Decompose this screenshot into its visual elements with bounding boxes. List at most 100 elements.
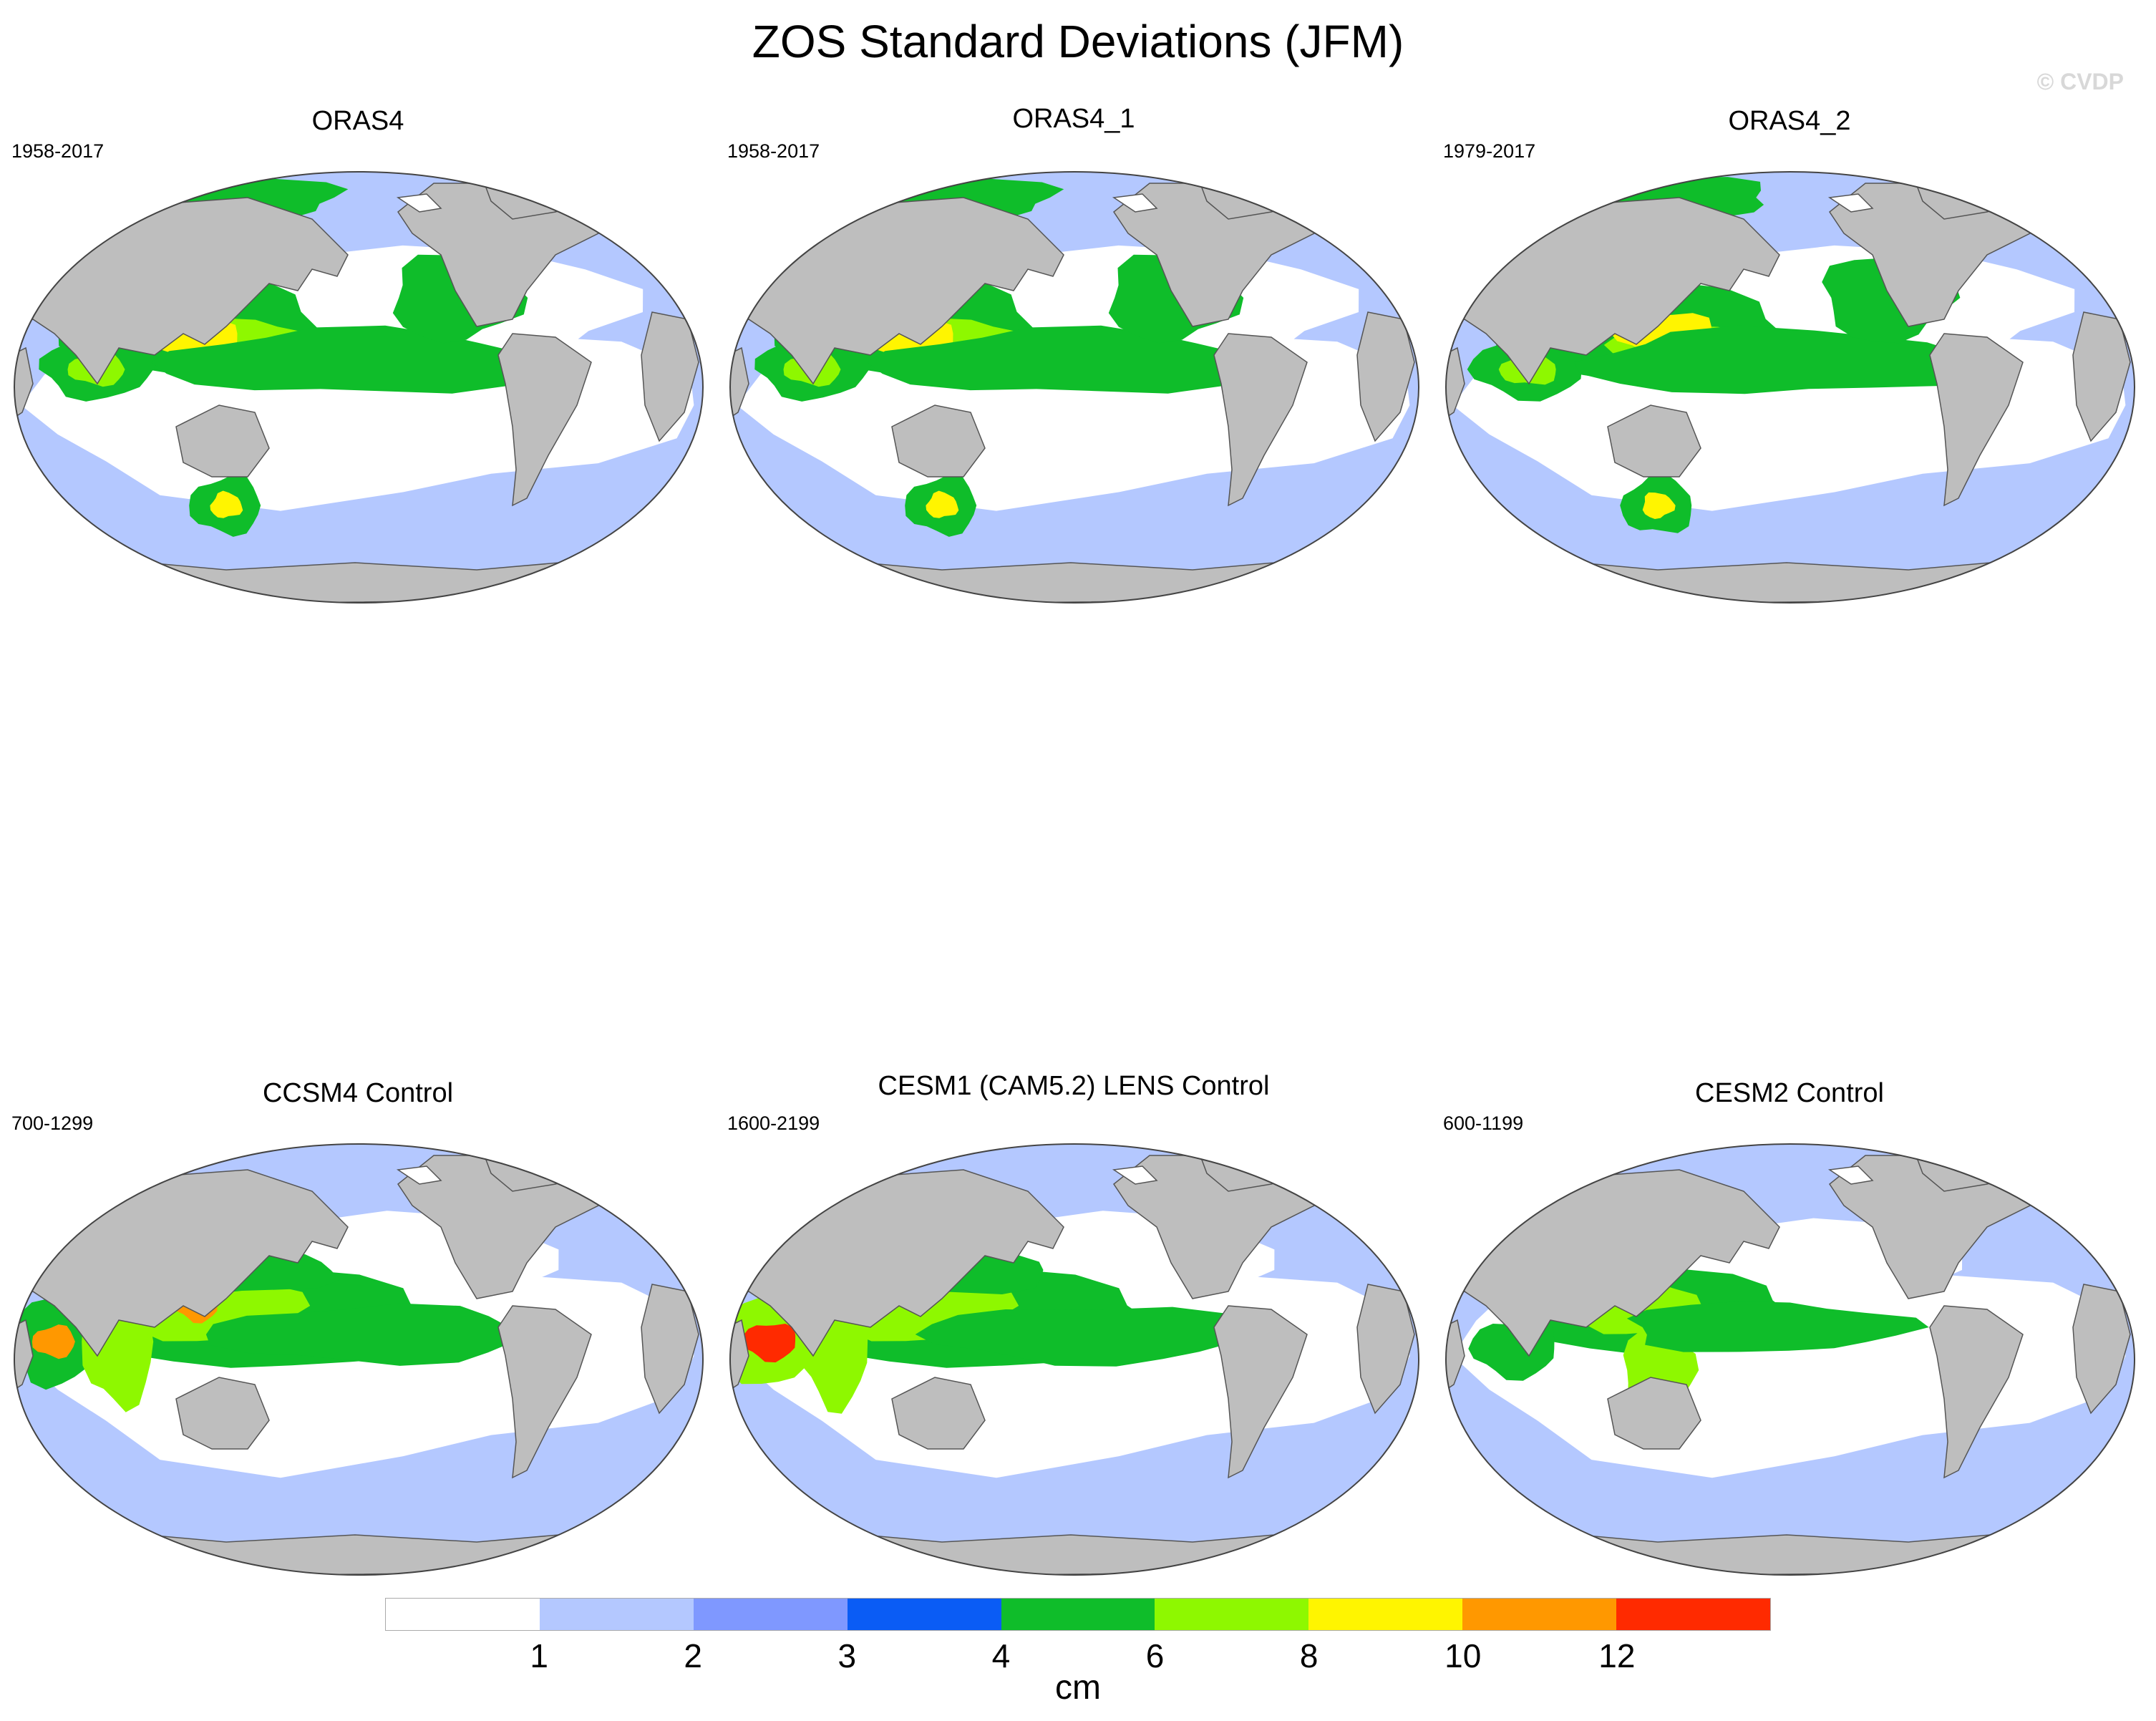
panel-title: ORAS4: [311, 106, 404, 136]
land-greenland-ice: [1112, 193, 1158, 213]
map-robinson-projection: [1445, 1143, 2135, 1576]
ssh-anomaly-contour: [915, 1306, 1231, 1367]
land-southam: [1929, 1305, 2024, 1479]
colorbar-bin: [1001, 1599, 1155, 1630]
land-greenland-ice: [396, 193, 442, 213]
colorbar-tick-label: 4: [991, 1637, 1011, 1674]
land-southam: [497, 333, 592, 507]
ssh-anomaly-contour: [596, 192, 656, 231]
ssh-anomaly-contour: [2031, 191, 2089, 228]
colorbar-bin: [1155, 1599, 1309, 1630]
map-panel: ORAS4 1958-2017: [0, 105, 716, 606]
ssh-anomaly-contour: [926, 490, 959, 518]
land-australia: [175, 1377, 270, 1450]
map-boundary: [1445, 1143, 2135, 1576]
land-southam: [1213, 1305, 1308, 1479]
ssh-anomaly-contour: [205, 1303, 521, 1366]
map-boundary: [1445, 171, 2135, 603]
panel-period: 1600-2199: [727, 1112, 820, 1134]
land-africa-w: [14, 346, 34, 421]
land-africa-w: [730, 346, 749, 421]
panel-period: 1958-2017: [727, 140, 820, 162]
panel-period: 600-1199: [1443, 1112, 1524, 1134]
colorbar-bin: [1462, 1599, 1617, 1630]
colorbar: [385, 1598, 1771, 1631]
land-greenland-ice: [1827, 1165, 1874, 1185]
colorbar-tick-label: 2: [684, 1637, 703, 1674]
colorbar-tick-label: 1: [530, 1637, 548, 1674]
map-boundary: [14, 171, 704, 603]
land-australia: [891, 1377, 986, 1450]
land-australia: [1607, 1377, 1701, 1450]
ssh-anomaly-contour: [741, 1324, 796, 1363]
map-robinson-projection: [14, 171, 704, 603]
map-container: [727, 1141, 1422, 1581]
ssh-anomaly-contour: [1626, 1301, 1929, 1352]
land-australia: [1607, 404, 1701, 477]
colorbar-bin: [1616, 1599, 1771, 1630]
ssh-anomaly-contour: [1311, 192, 1371, 231]
panel-period: 700-1299: [11, 1112, 94, 1134]
colorbar-bin: [1308, 1599, 1463, 1630]
land-australia: [175, 404, 270, 477]
land-africa-w: [1446, 1319, 1465, 1393]
land-southam: [497, 1305, 592, 1479]
land-greenland-ice: [1827, 193, 1874, 213]
land-africa-w: [1446, 346, 1465, 421]
land-southam: [1213, 333, 1308, 507]
land-greenland-ice: [396, 1165, 442, 1185]
map-boundary: [729, 171, 1419, 603]
panel-title: CESM1 (CAM5.2) LENS Control: [878, 1071, 1270, 1101]
colorbar-tick-label: 12: [1598, 1637, 1636, 1674]
land-antarctica: [1446, 1527, 2132, 1575]
colorbar-tick-label: 8: [1299, 1637, 1319, 1674]
land-antarctica: [730, 1527, 1417, 1575]
map-panel: ORAS4_1 1958-2017: [716, 104, 1432, 609]
colorbar-bin: [847, 1599, 1001, 1630]
land-southam: [1929, 333, 2024, 507]
panel-title: ORAS4_1: [1012, 104, 1135, 134]
map-container: [727, 169, 1422, 609]
colorbar-units: cm: [1055, 1669, 1101, 1707]
land-australia: [891, 404, 986, 477]
land-africa-w: [14, 1319, 34, 1393]
map-robinson-projection: [14, 1143, 704, 1576]
ssh-anomaly-contour: [31, 1324, 75, 1359]
map-panel: CESM2 Control 600-1199: [1432, 1077, 2147, 1578]
colorbar-bin: [386, 1599, 540, 1630]
ssh-anomaly-contour: [210, 490, 243, 518]
land-antarctica: [1446, 555, 2132, 603]
map-container: [1443, 169, 2137, 609]
map-boundary: [729, 1143, 1419, 1576]
map-robinson-projection: [1445, 171, 2135, 603]
ssh-anomaly-contour: [867, 325, 1240, 394]
land-antarctica: [14, 555, 701, 603]
panel-title: CCSM4 Control: [262, 1078, 454, 1108]
map-robinson-projection: [729, 171, 1419, 603]
map-panel: ORAS4_2 1979-2017: [1432, 105, 2147, 606]
land-africa-w: [730, 1319, 749, 1393]
panel-title: CESM2 Control: [1695, 1078, 1884, 1108]
colorbar-bin: [693, 1599, 848, 1630]
map-container: [11, 169, 706, 609]
credit-watermark: © CVDP: [2036, 69, 2124, 94]
land-antarctica: [14, 1527, 701, 1575]
panel-title: ORAS4_2: [1728, 106, 1851, 136]
ssh-anomaly-contour: [1642, 492, 1676, 519]
panel-period: 1958-2017: [11, 140, 105, 162]
colorbar-tick-label: 6: [1145, 1637, 1165, 1674]
colorbar-tick-label: 10: [1444, 1637, 1482, 1674]
map-container: [1443, 1141, 2137, 1581]
page-title: ZOS Standard Deviations (JFM): [752, 16, 1404, 67]
map-container: [11, 1141, 706, 1581]
map-panel: CCSM4 Control 700-1299: [0, 1077, 716, 1578]
map-panel: CESM1 (CAM5.2) LENS Control 1600-2199: [716, 1071, 1432, 1581]
ssh-anomaly-contour: [1573, 325, 1992, 394]
ssh-anomaly-contour: [151, 325, 524, 394]
colorbar-bin: [539, 1599, 694, 1630]
map-boundary: [14, 1143, 704, 1576]
land-antarctica: [730, 555, 1417, 603]
map-robinson-projection: [729, 1143, 1419, 1576]
panel-period: 1979-2017: [1443, 140, 1536, 162]
land-greenland-ice: [1112, 1165, 1158, 1185]
